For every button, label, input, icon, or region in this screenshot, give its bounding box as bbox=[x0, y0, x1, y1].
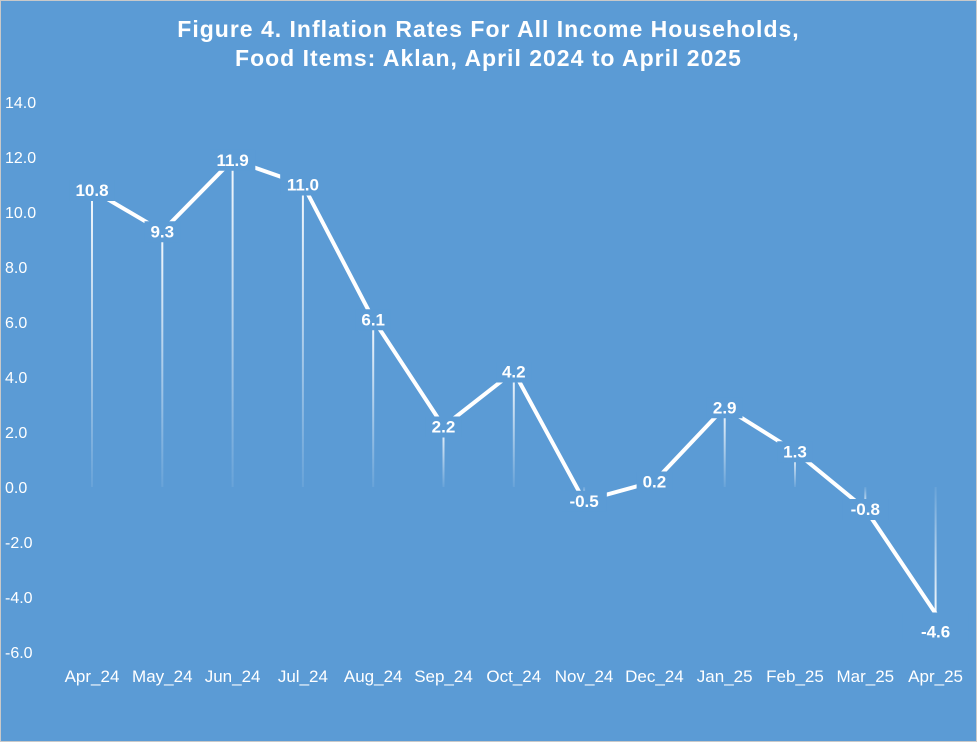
x-axis: Apr_24 May_24 Jun_24 Jul_24 Aug_24 Sep_24 Oct_… bbox=[65, 667, 963, 686]
y-tick-label: 14.0 bbox=[5, 95, 36, 112]
data-label: 0.2 bbox=[643, 473, 667, 492]
data-label-bg bbox=[69, 180, 115, 201]
data-label: 1.3 bbox=[783, 442, 807, 461]
x-tick-label: Apr_24 bbox=[65, 667, 120, 686]
data-label-bg bbox=[280, 174, 326, 196]
x-tick-label: Jan_25 bbox=[697, 667, 753, 686]
data-label-bg bbox=[777, 441, 813, 463]
chart-title-line-2: Food Items: Aklan, April 2024 to April 2… bbox=[235, 45, 742, 71]
x-tick-label: Aug_24 bbox=[344, 667, 403, 686]
drop-line bbox=[723, 407, 726, 487]
data-label: 10.8 bbox=[75, 181, 108, 200]
y-tick-label: 0.0 bbox=[5, 480, 27, 497]
data-label-bg bbox=[209, 149, 256, 171]
y-tick-label: 2.0 bbox=[5, 425, 27, 442]
data-label: 6.1 bbox=[361, 310, 385, 329]
y-tick-label: 6.0 bbox=[5, 315, 27, 332]
x-tick-label: Dec_24 bbox=[625, 667, 684, 686]
x-tick-label: Feb_25 bbox=[766, 667, 824, 686]
data-label: 2.2 bbox=[432, 418, 456, 437]
drop-line bbox=[372, 319, 375, 487]
drop-line bbox=[794, 451, 796, 487]
drop-line bbox=[161, 231, 164, 487]
drop-line bbox=[934, 487, 937, 614]
x-tick-label: Jun_24 bbox=[205, 667, 261, 686]
data-label-bg bbox=[144, 221, 181, 243]
y-tick-label: 10.0 bbox=[5, 205, 36, 222]
x-tick-label: Oct_24 bbox=[486, 667, 541, 686]
data-label: -0.5 bbox=[569, 492, 598, 511]
data-label-bg bbox=[706, 397, 743, 419]
y-tick-label: 12.0 bbox=[5, 150, 36, 167]
data-label: 11.0 bbox=[287, 176, 319, 195]
data-label: 2.9 bbox=[713, 398, 737, 417]
chart-title: Figure 4. Inflation Rates For All Income… bbox=[1, 15, 976, 73]
y-tick-label: -2.0 bbox=[5, 535, 33, 552]
y-tick-label: -6.0 bbox=[5, 645, 33, 662]
data-label: -4.6 bbox=[921, 623, 950, 642]
data-label-bg bbox=[355, 309, 391, 331]
x-tick-label: Nov_24 bbox=[555, 667, 614, 686]
drop-line bbox=[301, 184, 304, 487]
data-labels: 10.8 9.3 11.9 11.0 6.1 2.2 4.2 -0.5 0.2 2.9 1.3 -0.… bbox=[69, 149, 969, 643]
x-tick-label: Mar_25 bbox=[836, 667, 894, 686]
chart-title-line-1: Figure 4. Inflation Rates For All Income… bbox=[177, 16, 800, 42]
data-label-bg bbox=[561, 490, 607, 512]
drop-lines bbox=[91, 159, 937, 614]
data-label: 4.2 bbox=[502, 363, 526, 382]
data-label-bg bbox=[842, 499, 889, 520]
x-tick-label: Apr_25 bbox=[908, 667, 963, 686]
drop-line bbox=[231, 159, 234, 487]
data-label: 9.3 bbox=[150, 222, 174, 241]
drop-line bbox=[512, 371, 515, 487]
x-tick-label: Sep_24 bbox=[414, 667, 473, 686]
y-tick-label: 8.0 bbox=[5, 260, 27, 277]
y-tick-label: -4.0 bbox=[5, 590, 33, 607]
data-label-bg bbox=[496, 361, 532, 383]
x-tick-label: Jul_24 bbox=[278, 667, 328, 686]
drop-line bbox=[91, 190, 93, 487]
data-label-bg bbox=[425, 416, 462, 438]
y-tick-label: 4.0 bbox=[5, 370, 27, 387]
drop-line bbox=[864, 487, 867, 509]
y-axis: 14.0 12.0 10.0 8.0 6.0 4.0 2.0 0.0 -2.0 -4.0 -6.0 bbox=[5, 95, 36, 662]
data-label: 11.9 bbox=[217, 151, 249, 170]
drop-line bbox=[442, 426, 445, 487]
data-label: -0.8 bbox=[851, 500, 880, 519]
data-label-bg bbox=[636, 471, 673, 493]
data-label-bg bbox=[902, 612, 969, 643]
x-tick-label: May_24 bbox=[132, 667, 192, 686]
